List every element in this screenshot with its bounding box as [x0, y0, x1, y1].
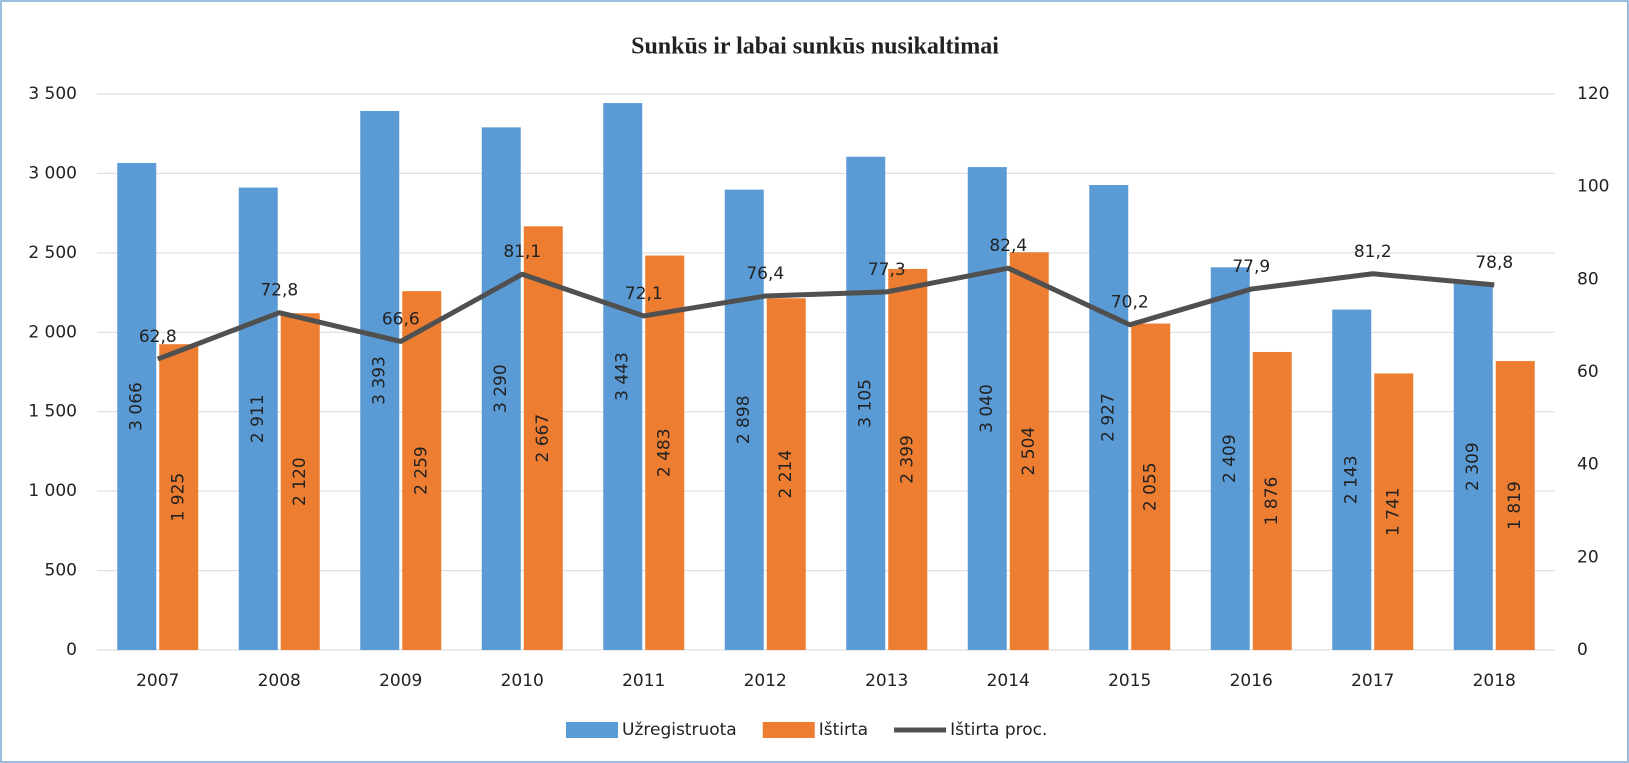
y-tick-label: 0 [66, 640, 77, 660]
legend-label: Ištirta [819, 720, 868, 740]
legend-label: Ištirta proc. [950, 720, 1047, 740]
bar-value-label: 1 741 [1384, 487, 1404, 536]
x-tick-label: 2010 [501, 671, 544, 691]
bar [846, 156, 886, 650]
bar [1131, 323, 1171, 650]
legend-swatch [566, 722, 618, 738]
y2-tick-label: 120 [1577, 84, 1609, 104]
bar-value-label: 3 105 [856, 379, 876, 428]
bar [1089, 185, 1129, 650]
line-value-label: 76,4 [746, 264, 784, 284]
bar-value-label: 2 259 [412, 446, 432, 495]
line-value-label: 77,9 [1232, 257, 1270, 277]
bar [280, 313, 320, 650]
y-tick-label: 1 500 [28, 402, 77, 422]
line-value-label: 70,2 [1111, 293, 1149, 313]
bar [523, 226, 563, 650]
bar-value-label: 3 066 [127, 382, 147, 431]
x-tick-label: 2012 [744, 671, 787, 691]
bar [1495, 361, 1535, 650]
x-tick-label: 2007 [136, 671, 179, 691]
chart-title: Sunkūs ir labai sunkūs nusikaltimai [631, 34, 999, 60]
bar-value-label: 2 483 [655, 428, 675, 477]
y2-tick-label: 20 [1577, 547, 1599, 567]
line-value-label: 82,4 [989, 236, 1027, 256]
x-tick-label: 2016 [1230, 671, 1273, 691]
bar [1252, 351, 1292, 650]
y-tick-label: 2 000 [28, 322, 77, 342]
bar [1374, 373, 1414, 650]
line-value-label: 66,6 [382, 309, 420, 329]
y-tick-label: 3 500 [28, 84, 77, 104]
bar-value-label: 2 898 [734, 395, 754, 444]
bar [159, 344, 199, 650]
bar-value-label: 2 055 [1141, 462, 1161, 511]
bar [481, 127, 521, 651]
bar-value-label: 1 876 [1262, 477, 1282, 526]
y-tick-label: 500 [45, 561, 77, 581]
x-tick-label: 2018 [1473, 671, 1516, 691]
bar-value-label: 2 911 [248, 394, 268, 443]
bar-value-label: 2 120 [290, 457, 310, 506]
line [156, 265, 1495, 362]
line-value-label: 81,2 [1354, 242, 1392, 262]
x-tick-label: 2013 [865, 671, 908, 691]
x-tick-label: 2011 [622, 671, 665, 691]
y-tick-label: 3 000 [28, 163, 77, 183]
bar [967, 167, 1007, 650]
bar [1332, 309, 1372, 650]
bar-value-label: 2 504 [1019, 427, 1039, 476]
bar-value-label: 2 214 [776, 450, 796, 499]
bar-value-label: 2 667 [533, 414, 553, 463]
line-value-label: 72,8 [260, 281, 298, 301]
bar [117, 162, 157, 650]
bar [1009, 252, 1049, 650]
line-value-label: 78,8 [1475, 253, 1513, 273]
x-tick-label: 2009 [379, 671, 422, 691]
line-value-label: 62,8 [139, 327, 177, 347]
legend-label: Užregistruota [622, 720, 737, 740]
bar [402, 291, 442, 650]
y2-tick-label: 100 [1577, 177, 1609, 197]
line-value-label: 77,3 [868, 260, 906, 280]
bar [603, 103, 643, 650]
bar [645, 255, 685, 650]
x-tick-label: 2017 [1351, 671, 1394, 691]
line-value-label: 72,1 [625, 284, 663, 304]
bar-value-label: 3 040 [977, 384, 997, 433]
bar [360, 110, 400, 651]
bar-value-label: 3 443 [613, 352, 633, 401]
bar [724, 189, 764, 650]
bar [888, 268, 928, 650]
x-tick-label: 2014 [987, 671, 1030, 691]
y2-tick-label: 80 [1577, 269, 1599, 289]
bar-value-label: 3 393 [370, 356, 390, 405]
y2-tick-label: 60 [1577, 362, 1599, 382]
y-tick-label: 1 000 [28, 481, 77, 501]
bar-value-label: 2 309 [1463, 442, 1483, 491]
bar-value-label: 3 290 [491, 364, 511, 413]
line-value-label: 81,1 [503, 242, 541, 262]
bar [238, 187, 278, 650]
x-tick-label: 2008 [258, 671, 301, 691]
bar-value-label: 2 399 [898, 435, 918, 484]
bar [1210, 267, 1250, 650]
bar-value-label: 1 925 [169, 473, 189, 522]
bar [766, 298, 806, 650]
bar-value-label: 2 409 [1220, 434, 1240, 483]
x-tick-label: 2015 [1108, 671, 1151, 691]
y2-tick-label: 40 [1577, 455, 1599, 475]
y-tick-label: 2 500 [28, 243, 77, 263]
bar [1453, 283, 1493, 650]
bar-value-label: 2 143 [1342, 455, 1362, 504]
bar-value-label: 1 819 [1505, 481, 1525, 530]
bar-value-label: 2 927 [1099, 393, 1119, 442]
y2-tick-label: 0 [1577, 640, 1588, 660]
legend-swatch [762, 722, 815, 738]
